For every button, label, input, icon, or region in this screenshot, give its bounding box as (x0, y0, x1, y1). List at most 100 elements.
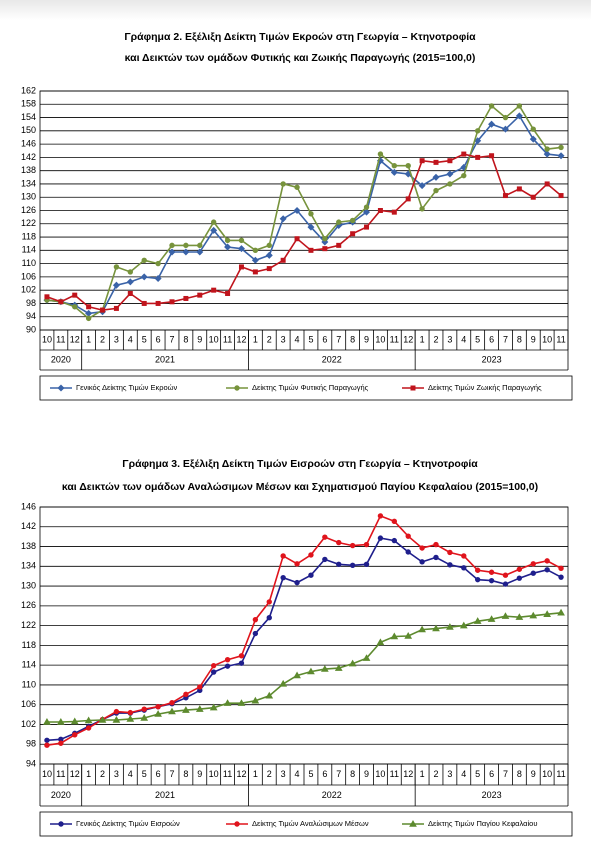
point (391, 537, 398, 544)
point (234, 385, 240, 391)
point (405, 162, 411, 169)
point (154, 275, 162, 283)
x-tick-label: 10 (542, 769, 552, 779)
point (334, 664, 343, 671)
chart-title: Γράφημα 2. Εξέλιξη Δείκτη Τιμών Εκροών σ… (124, 31, 476, 43)
point (419, 206, 425, 212)
point (322, 246, 328, 252)
x-tick-label: 11 (56, 334, 65, 344)
x-tick-label: 6 (156, 769, 161, 779)
point (294, 236, 300, 242)
x-tick-label: 11 (556, 769, 565, 779)
x-tick-label: 1 (420, 334, 425, 344)
point (169, 700, 175, 706)
point (447, 158, 453, 164)
point (127, 290, 133, 296)
point (557, 152, 565, 160)
point (225, 290, 231, 296)
point (44, 294, 50, 300)
legend-label: Γενικός Δείκτης Τιμών Εκροών (76, 383, 177, 392)
x-tick-label: 12 (236, 334, 246, 344)
x-tick-label: 8 (350, 769, 355, 779)
x-tick-label: 12 (70, 769, 80, 779)
x-tick-label: 2 (100, 334, 105, 344)
point (502, 114, 509, 121)
point (516, 103, 523, 109)
series-line (46, 114, 562, 315)
point (404, 631, 413, 639)
point (474, 567, 481, 573)
point (182, 248, 190, 256)
y-tick-label: 158 (21, 99, 36, 109)
point (543, 150, 551, 158)
point (461, 565, 467, 571)
point (85, 315, 92, 322)
series-line (46, 153, 562, 311)
point (211, 287, 217, 293)
point (209, 703, 218, 711)
y-tick-label: 134 (21, 561, 36, 571)
point (252, 247, 259, 254)
x-tick-label: 12 (236, 769, 246, 779)
point (529, 611, 538, 619)
point (391, 518, 398, 525)
point (196, 248, 204, 256)
point (515, 112, 523, 120)
x-tick-label: 4 (461, 334, 466, 344)
point (501, 125, 509, 133)
point (363, 208, 371, 216)
chart-subtitle: και Δεικτών των ομάδων Αναλώσιμων Μέσων … (62, 481, 538, 493)
point (126, 715, 135, 722)
y-tick-label: 146 (21, 138, 36, 148)
x-tick-label: 6 (322, 769, 327, 779)
x-tick-label: 5 (475, 334, 480, 344)
legend-label: Γενικός Δείκτης Τιμών Εισροών (76, 819, 180, 828)
point (432, 624, 440, 632)
point (155, 260, 161, 267)
point (418, 625, 426, 633)
point (154, 710, 162, 717)
x-tick-label: 2 (267, 769, 272, 779)
point (405, 549, 411, 555)
x-tick-label: 6 (322, 334, 327, 344)
point (279, 679, 288, 687)
series-line (46, 514, 562, 746)
point (558, 193, 564, 199)
point (113, 264, 120, 270)
x-tick-label: 7 (169, 769, 174, 779)
x-tick-label: 5 (475, 769, 480, 779)
point (419, 559, 425, 565)
point (558, 565, 564, 571)
point (322, 534, 328, 540)
point (530, 570, 536, 576)
point (141, 300, 147, 306)
point (433, 159, 439, 165)
header-shade (0, 0, 591, 20)
point (224, 237, 231, 244)
x-tick-label: 5 (308, 769, 313, 779)
x-tick-label: 9 (197, 769, 202, 779)
y-tick-label: 138 (21, 541, 36, 551)
x-tick-label: 7 (169, 334, 174, 344)
y-tick-label: 98 (26, 298, 36, 308)
point (197, 242, 203, 249)
x-tick-label: 8 (350, 334, 355, 344)
point (544, 558, 550, 564)
point (488, 577, 495, 584)
point (530, 194, 536, 200)
point (529, 135, 537, 143)
point (419, 158, 425, 164)
x-tick-label: 6 (156, 334, 161, 344)
point (409, 819, 417, 827)
point (349, 562, 356, 569)
point (210, 226, 218, 234)
point (56, 717, 65, 725)
point (377, 535, 384, 541)
y-tick-label: 130 (21, 580, 36, 590)
x-tick-label: 7 (336, 334, 341, 344)
year-label: 2023 (482, 354, 502, 364)
x-tick-label: 12 (403, 334, 413, 344)
x-tick-label: 1 (253, 334, 258, 344)
point (363, 541, 370, 548)
year-label: 2020 (51, 790, 71, 800)
